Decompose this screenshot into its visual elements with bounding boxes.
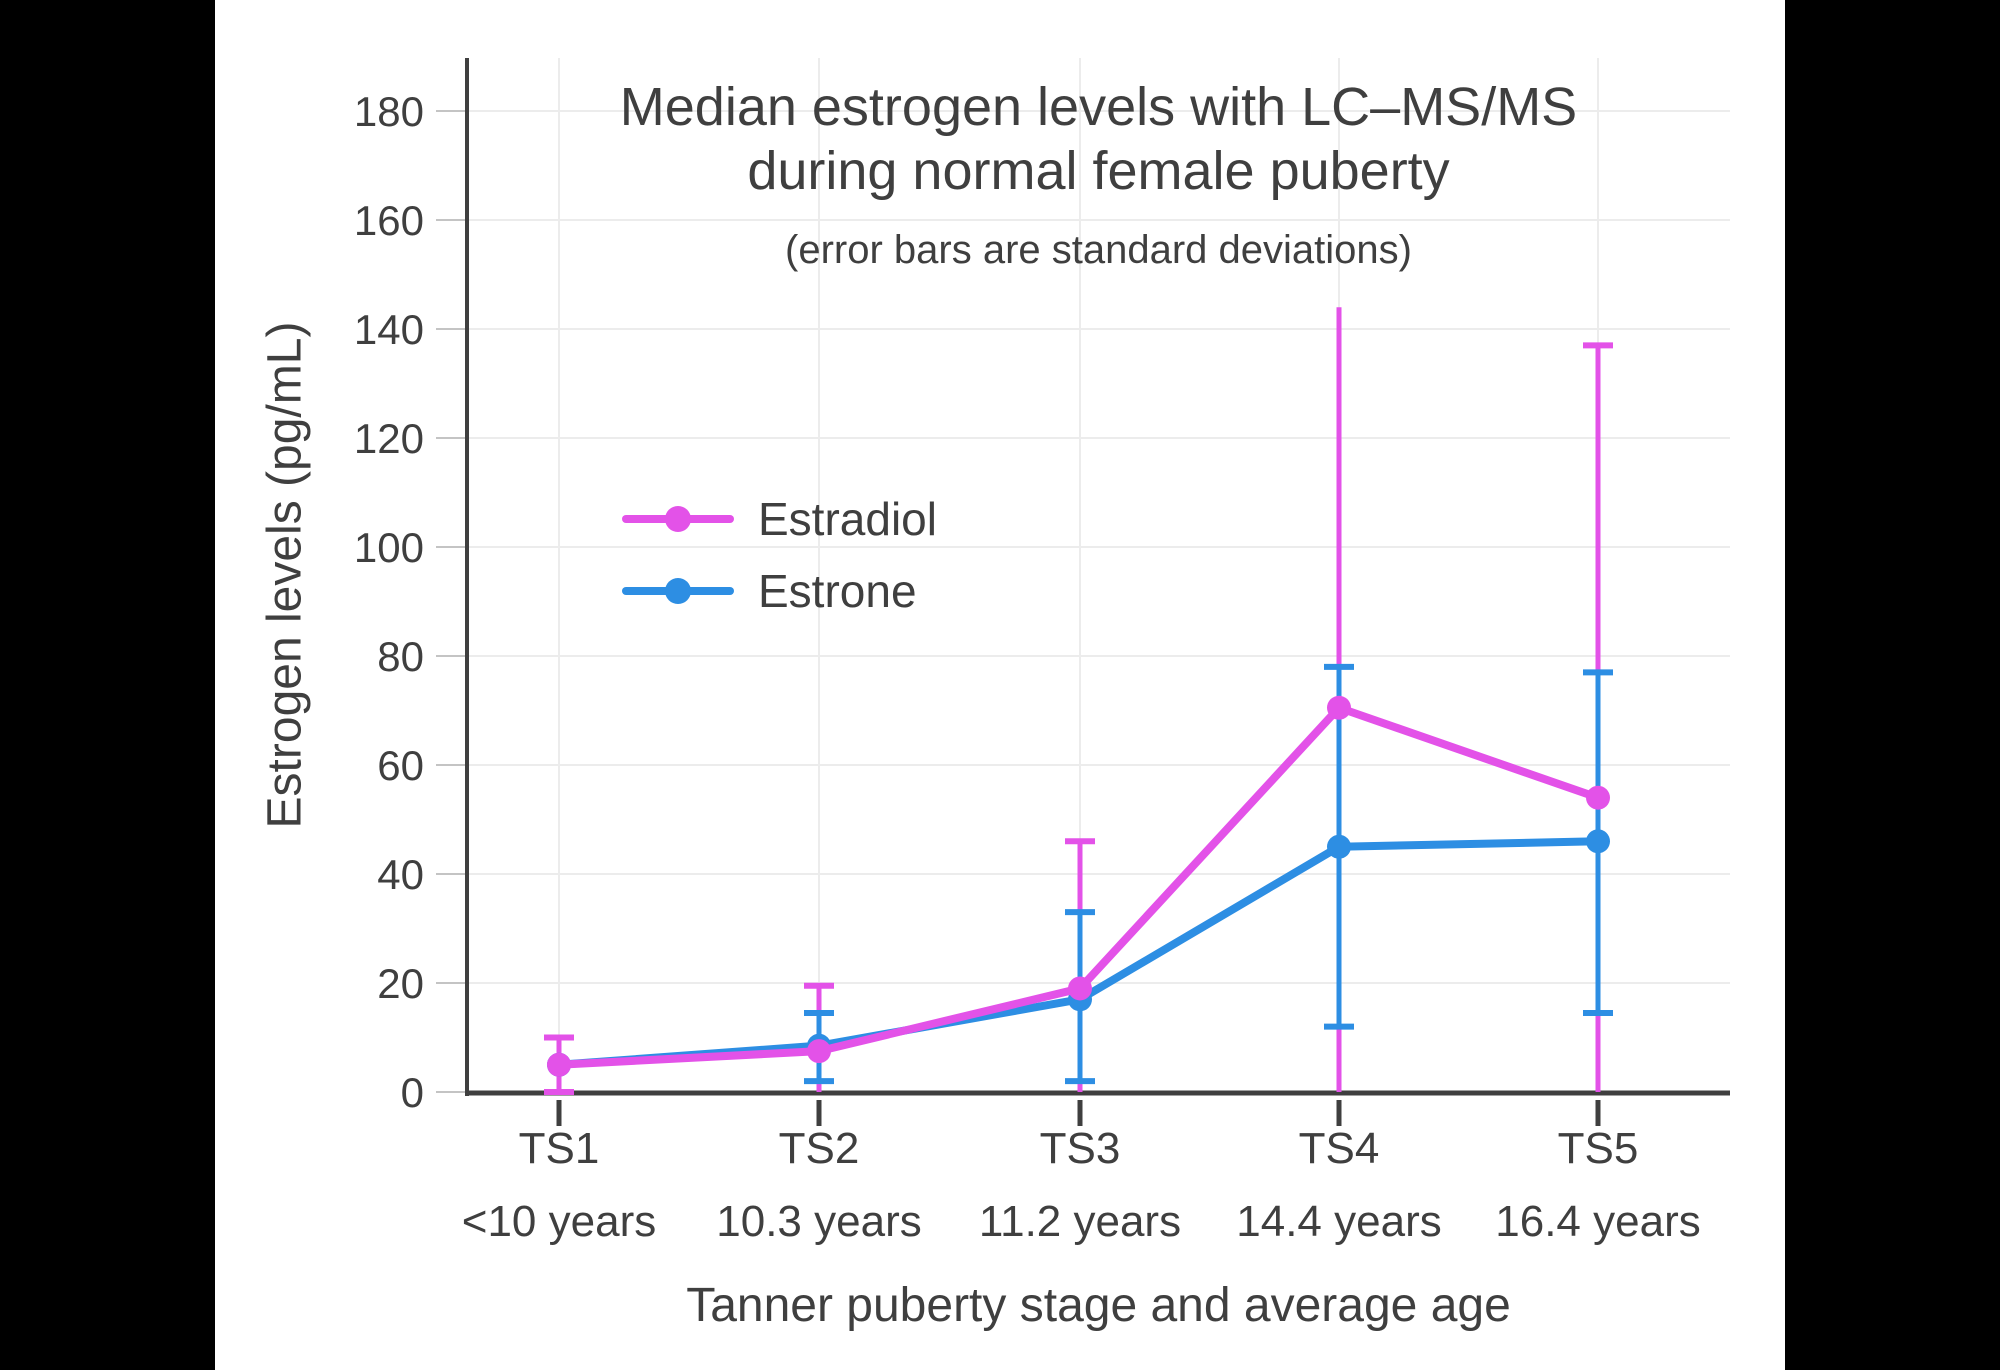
- x-tick-label-TS1: TS1: [519, 1124, 600, 1173]
- chart-title-line1: Median estrogen levels with LC–MS/MS: [619, 77, 1578, 137]
- x-axis-title: Tanner puberty stage and average age: [686, 1279, 1511, 1332]
- x-age-label-TS3: 11.2 years: [979, 1197, 1181, 1246]
- x-age-label-TS2: 10.3 years: [716, 1197, 921, 1246]
- y-tick-label-180: 180: [354, 88, 424, 135]
- estrone-point-TS5: [1586, 829, 1610, 854]
- estradiol-point-TS2: [807, 1039, 831, 1064]
- legend-label-estradiol: Estradiol: [758, 493, 937, 545]
- x-tick-label-TS3: TS3: [1040, 1124, 1121, 1173]
- chart-title-line2: during normal female puberty: [747, 140, 1450, 201]
- estrone-line-swatch: [622, 578, 734, 604]
- x-age-label-TS4: 14.4 years: [1236, 1197, 1441, 1246]
- y-tick-label-0: 0: [401, 1069, 424, 1116]
- estradiol-point-TS4: [1327, 695, 1351, 720]
- x-axis-ticks: TS1 <10 years TS2 10.3 years TS3 11.2 years TS…: [462, 1100, 1701, 1246]
- estradiol-point-TS1: [547, 1052, 571, 1077]
- estradiol-points: [547, 695, 1610, 1077]
- axis-lines: [465, 58, 1730, 1096]
- estrone-point-TS4: [1327, 834, 1351, 859]
- y-tick-label-120: 120: [354, 415, 424, 462]
- x-tick-label-TS2: TS2: [779, 1124, 860, 1173]
- letterbox-left: [0, 0, 215, 1370]
- y-tick-label-40: 40: [377, 851, 424, 898]
- legend-label-estrone: Estrone: [758, 565, 917, 617]
- chart-subtitle: (error bars are standard deviations): [785, 228, 1412, 272]
- estradiol-point-TS5: [1586, 785, 1610, 810]
- y-tick-label-80: 80: [377, 633, 424, 680]
- y-axis-ticks: 0 20 40 60 80 100 120 140 160 180: [354, 88, 466, 1116]
- y-tick-label-140: 140: [354, 306, 424, 353]
- chart-canvas: [215, 0, 1785, 1370]
- x-age-label-TS5: 16.4 years: [1495, 1197, 1700, 1246]
- y-axis-title: Estrogen levels (pg/mL): [258, 321, 312, 829]
- y-tick-label-20: 20: [377, 960, 424, 1007]
- x-tick-label-TS5: TS5: [1558, 1124, 1639, 1173]
- chart-title: Median estrogen levels with LC–MS/MS dur…: [467, 76, 1730, 203]
- x-tick-label-TS4: TS4: [1299, 1124, 1380, 1173]
- legend-item-estradiol[interactable]: Estradiol: [622, 492, 937, 546]
- letterbox-right: [1785, 0, 2000, 1370]
- estradiol-line-swatch: [622, 506, 734, 532]
- legend: Estradiol Estrone: [622, 492, 937, 618]
- y-tick-label-100: 100: [354, 524, 424, 571]
- y-tick-label-160: 160: [354, 197, 424, 244]
- x-age-label-TS1: <10 years: [462, 1197, 656, 1246]
- y-tick-label-60: 60: [377, 742, 424, 789]
- estradiol-point-TS3: [1068, 976, 1092, 1001]
- legend-item-estrone[interactable]: Estrone: [622, 564, 937, 618]
